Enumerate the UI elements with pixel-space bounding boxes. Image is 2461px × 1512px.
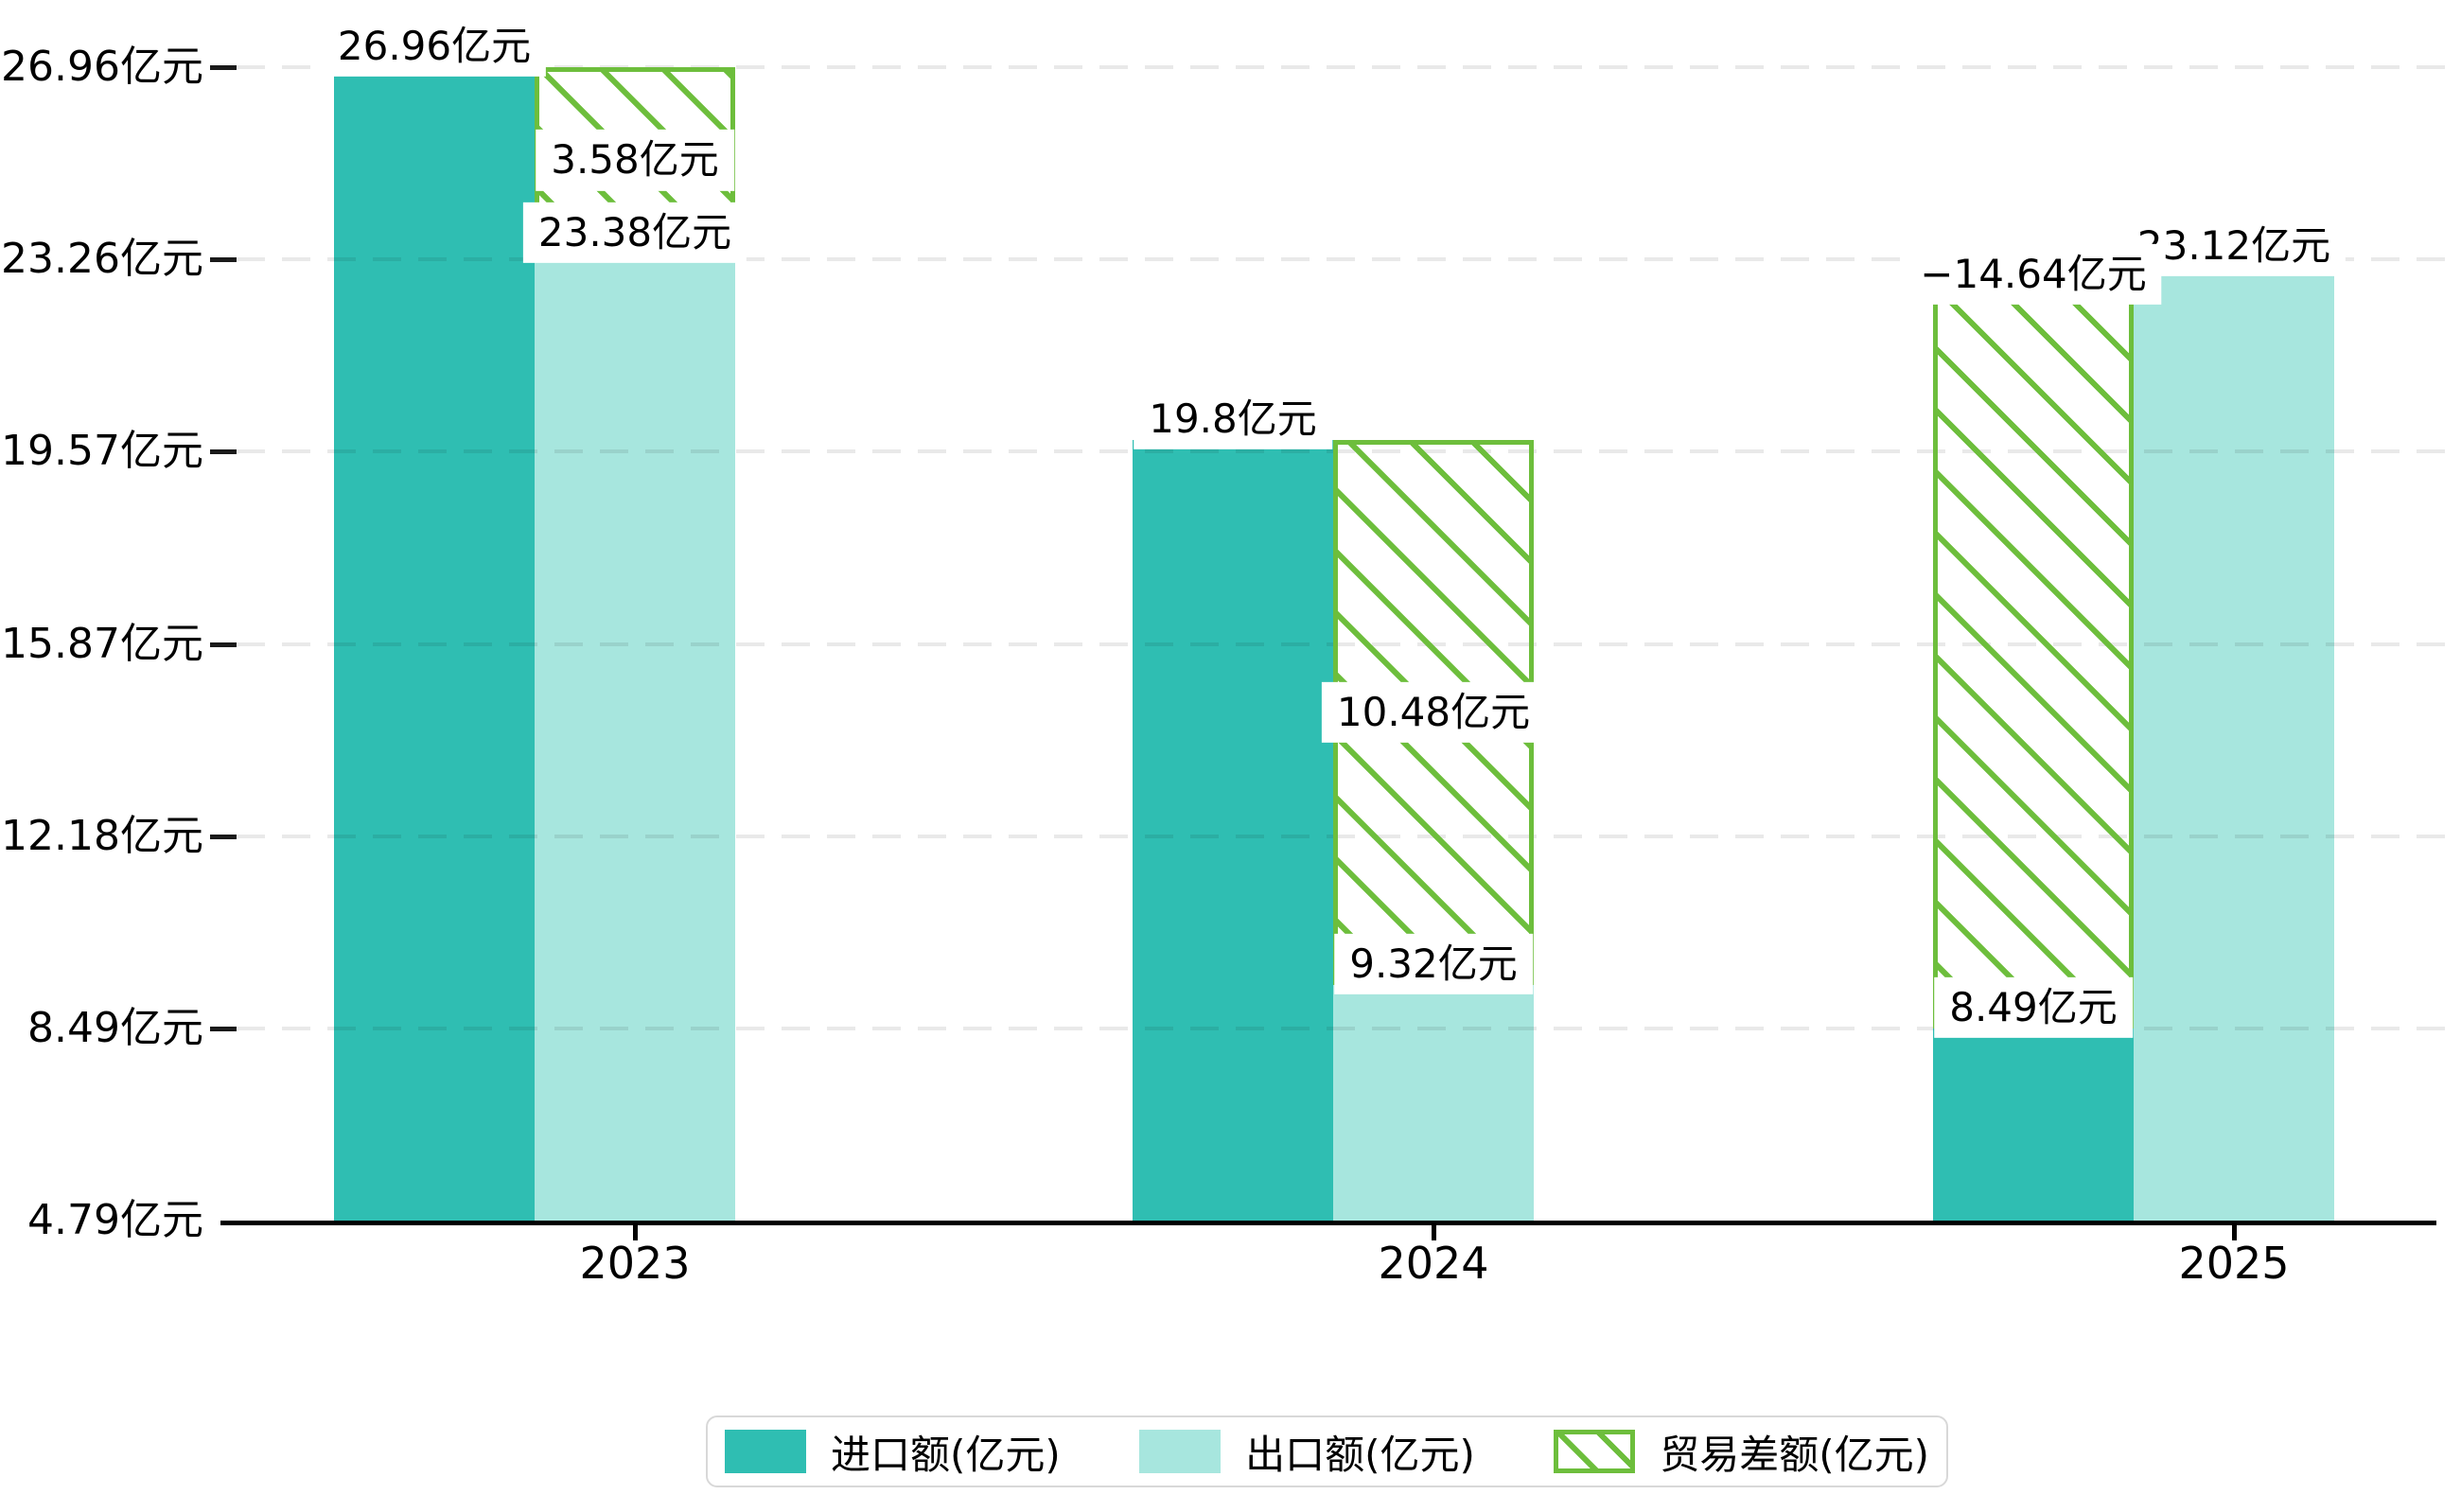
y-axis-label-26.96: 26.96亿元 xyxy=(1,43,203,91)
x-axis-label-2023: 2023 xyxy=(579,1238,691,1289)
bar-import-2025[interactable] xyxy=(1933,1028,2134,1221)
x-axis-tick-2023 xyxy=(633,1224,638,1240)
bar-import-2023[interactable] xyxy=(334,67,535,1221)
x-axis-label-2025: 2025 xyxy=(2178,1238,2290,1289)
y-axis-tick-15.87 xyxy=(210,642,237,647)
bar-export-2025[interactable] xyxy=(2134,267,2334,1221)
label-export-2023: 23.38亿元 xyxy=(522,202,747,263)
gridline-23.26 xyxy=(237,257,2446,262)
y-axis-label-23.26: 23.26亿元 xyxy=(1,235,203,284)
label-import-2024: 19.8亿元 xyxy=(1134,388,1332,449)
gridline-8.49 xyxy=(237,1026,2446,1030)
y-axis-label-8.49: 8.49亿元 xyxy=(27,1003,203,1052)
gridline-26.96 xyxy=(237,65,2446,69)
x-axis-tick-2025 xyxy=(2232,1224,2237,1240)
legend-balance-label: 贸易差额(亿元) xyxy=(1660,1431,1929,1478)
label-balance-2025: −14.64亿元 xyxy=(1905,243,2162,306)
x-axis-tick-2024 xyxy=(1432,1224,1436,1240)
label-export-2024: 9.32亿元 xyxy=(1334,933,1533,995)
x-axis-line xyxy=(220,1221,2436,1225)
legend-export-label: 出口额(亿元) xyxy=(1245,1431,1475,1478)
x-axis-label-2024: 2024 xyxy=(1378,1238,1489,1289)
legend-import-label: 进口额(亿元) xyxy=(831,1431,1061,1478)
y-axis-tick-12.18 xyxy=(210,834,237,839)
y-axis-tick-8.49 xyxy=(210,1026,237,1031)
y-axis-label-19.57: 19.57亿元 xyxy=(1,427,203,476)
y-axis-tick-26.96 xyxy=(210,65,237,70)
label-import-2025: 8.49亿元 xyxy=(1934,976,2133,1038)
label-balance-2024: 10.48亿元 xyxy=(1321,681,1546,743)
y-axis-label-15.87: 15.87亿元 xyxy=(1,619,203,668)
label-balance-2023: 3.58亿元 xyxy=(536,130,734,191)
legend-balance-swatch xyxy=(1554,1430,1636,1473)
legend-item-import[interactable]: 进口额(亿元) xyxy=(725,1423,1061,1481)
y-axis-tick-23.26 xyxy=(210,257,237,263)
bar-import-2024[interactable] xyxy=(1133,439,1333,1221)
legend: 进口额(亿元) 出口额(亿元) 贸易差额(亿元) xyxy=(706,1415,1948,1487)
bar-balance-2025[interactable] xyxy=(1933,267,2134,1029)
legend-item-export[interactable]: 出口额(亿元) xyxy=(1139,1423,1475,1481)
y-axis-label-4.79: 4.79亿元 xyxy=(27,1196,203,1244)
bar-export-2024[interactable] xyxy=(1333,984,1534,1221)
legend-item-balance[interactable]: 贸易差额(亿元) xyxy=(1554,1423,1929,1481)
legend-export-swatch xyxy=(1139,1430,1222,1473)
legend-import-swatch xyxy=(725,1430,806,1473)
y-axis-label-12.18: 12.18亿元 xyxy=(1,811,203,860)
y-axis-tick-19.57 xyxy=(210,449,237,455)
label-import-2023: 26.96亿元 xyxy=(322,15,547,78)
bar-export-2023[interactable] xyxy=(535,253,735,1221)
